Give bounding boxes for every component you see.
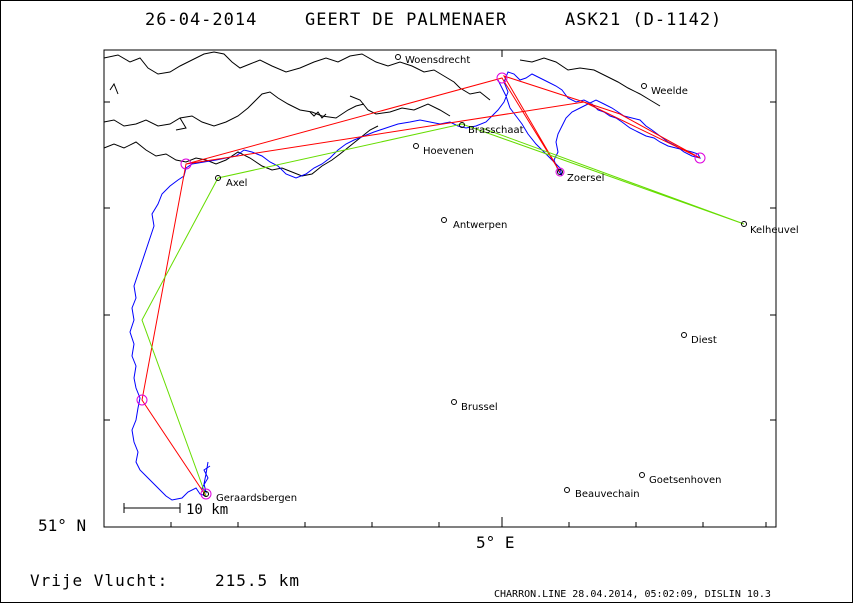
place-woensdrecht: Woensdrecht — [405, 55, 470, 66]
scale-label: 10 km — [186, 502, 228, 518]
pilot-name: GEERT DE PALMENAER — [305, 10, 507, 30]
place-hoevenen: Hoevenen — [423, 146, 474, 157]
place-geraardsbergen: Geraardsbergen — [216, 493, 297, 504]
place-brasschaat: Brasschaat — [468, 125, 524, 136]
turnpoint-marker — [555, 167, 565, 177]
longitude-label: 5° E — [476, 533, 515, 552]
place-kelheuvel: Kelheuvel — [750, 225, 799, 236]
free-flight-distance: 215.5 km — [215, 571, 300, 590]
free-flight-route — [141, 123, 745, 497]
scale-bar — [123, 503, 181, 513]
place-antwerpen: Antwerpen — [453, 220, 507, 231]
plot-area — [103, 49, 777, 528]
glider-type: ASK21 (D-1142) — [565, 10, 722, 30]
place-goetsenhoven: Goetsenhoven — [649, 475, 722, 486]
turnpoint-marker — [200, 488, 212, 500]
place-weelde: Weelde — [651, 86, 688, 97]
place-axel: Axel — [226, 178, 247, 189]
gps-track — [129, 71, 701, 501]
turnpoints — [136, 72, 706, 500]
turnpoint-marker — [496, 72, 508, 84]
coastline — [103, 51, 661, 177]
flight-date: 26-04-2014 — [145, 10, 257, 30]
place-labels: Woensdrecht Weelde Brasschaat Hoevenen Z… — [203, 54, 799, 504]
turnpoint-marker — [694, 152, 706, 164]
place-beauvechain: Beauvechain — [575, 489, 640, 500]
place-brussel: Brussel — [461, 402, 498, 413]
place-diest: Diest — [691, 335, 717, 346]
turnpoint-marker — [136, 394, 148, 406]
task-route — [141, 75, 701, 497]
place-zoersel: Zoersel — [567, 173, 604, 184]
free-flight-label: Vrije Vlucht: — [30, 571, 168, 590]
turnpoint-marker — [180, 158, 192, 170]
axis-ticks — [103, 50, 776, 528]
plot-credit: CHARRON.LINE 28.04.2014, 05:02:09, DISLI… — [494, 589, 771, 600]
latitude-label: 51° N — [38, 516, 86, 535]
